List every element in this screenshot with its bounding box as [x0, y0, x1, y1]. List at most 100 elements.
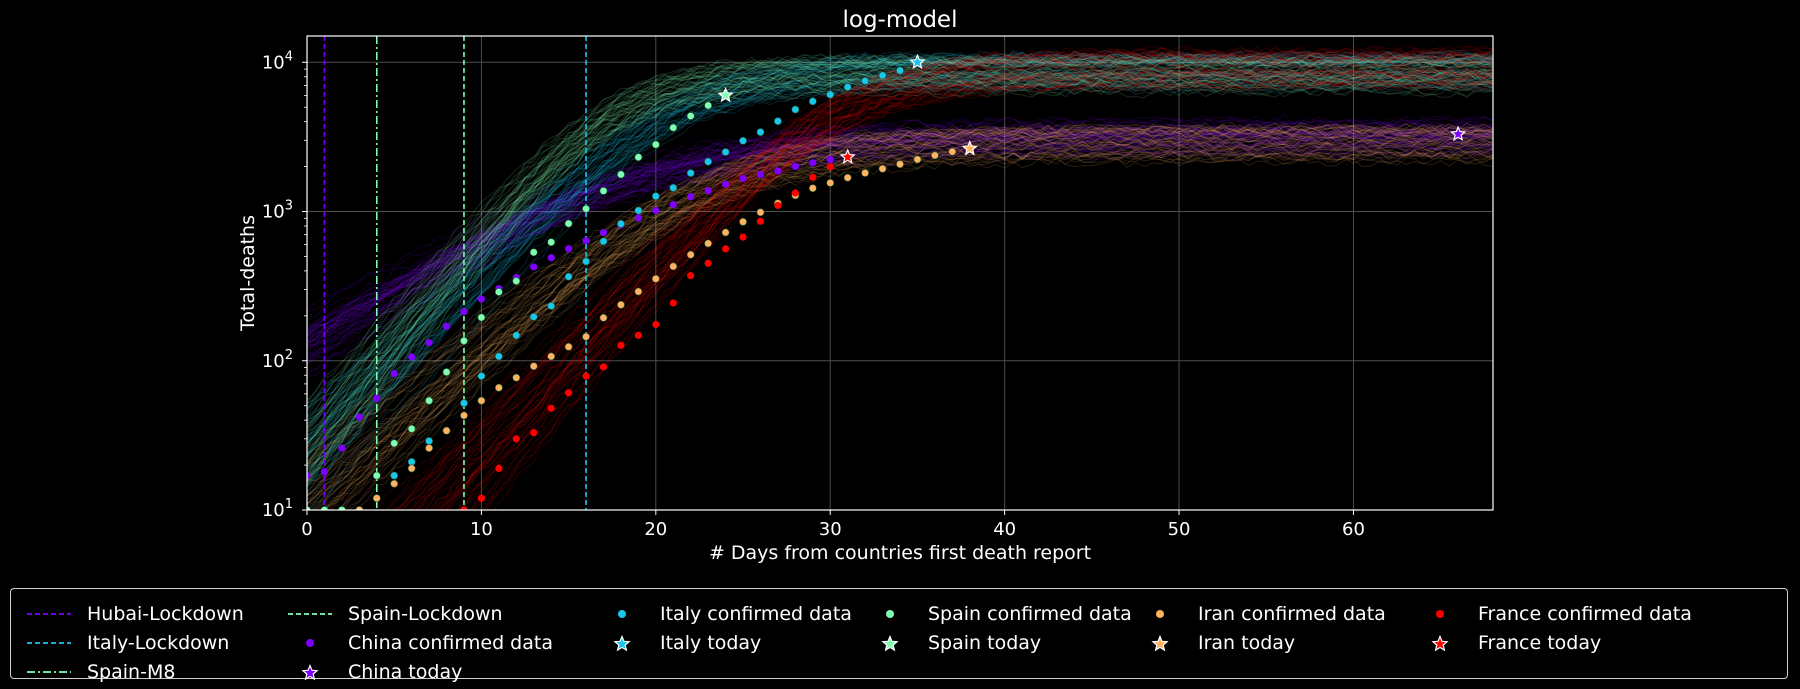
- model-curve: [415, 76, 1493, 510]
- model-curve: [307, 55, 1493, 457]
- model-curve: [307, 57, 1493, 440]
- data-point-france: [512, 435, 520, 443]
- data-point-iran: [372, 494, 381, 503]
- model-curve: [307, 123, 1493, 345]
- model-curve: [307, 67, 1493, 437]
- data-point-china: [547, 254, 555, 262]
- model-curve: [307, 54, 1493, 412]
- data-point-france: [652, 320, 660, 329]
- model-curve: [307, 123, 1493, 475]
- model-curve: [311, 82, 1493, 510]
- legend-symbol: [1151, 634, 1169, 652]
- model-curve: [307, 132, 1493, 344]
- model-curve: [307, 54, 1493, 465]
- x-tick-label: 20: [644, 519, 667, 540]
- model-curve: [307, 56, 1493, 478]
- x-tick-label: 40: [993, 519, 1016, 540]
- model-curve: [454, 69, 1493, 510]
- model-curve: [307, 119, 1493, 332]
- data-point-spain: [407, 424, 416, 433]
- data-point-iran: [442, 426, 451, 435]
- y-axis-label: Total-deaths: [237, 215, 259, 332]
- legend-label: Iran confirmed data: [1198, 603, 1386, 625]
- model-curve: [307, 129, 1493, 338]
- model-curve: [307, 51, 1493, 457]
- model-curve: [307, 142, 1493, 355]
- data-point-spain: [686, 112, 695, 120]
- data-point-iran: [686, 250, 695, 259]
- model-curve: [323, 150, 1493, 510]
- model-curve: [393, 53, 1493, 510]
- model-curve: [307, 73, 1493, 461]
- data-point-spain: [512, 277, 521, 285]
- data-point-iran: [721, 228, 730, 237]
- y-tick-label: 102: [262, 348, 293, 372]
- data-point-iran: [390, 479, 399, 488]
- chart-title: log-model: [843, 7, 958, 33]
- model-curve: [307, 132, 1493, 510]
- data-point-china: [599, 229, 608, 237]
- data-point-china: [652, 206, 660, 215]
- model-curve: [394, 52, 1493, 510]
- model-curve: [470, 58, 1493, 510]
- data-point-iran: [460, 411, 468, 420]
- data-point-china: [425, 339, 433, 347]
- data-point-iran: [425, 444, 433, 452]
- model-curve: [307, 70, 1493, 487]
- model-curve: [354, 138, 1493, 510]
- data-point-iran: [739, 217, 747, 226]
- model-curve: [311, 126, 1493, 510]
- data-point-italy: [634, 206, 643, 215]
- model-curve: [492, 62, 1493, 510]
- data-point-china: [791, 162, 799, 171]
- model-curve: [307, 157, 1493, 498]
- data-point-italy: [512, 331, 521, 340]
- model-curve: [320, 137, 1493, 510]
- data-point-spain: [460, 336, 468, 345]
- model-curve: [433, 82, 1493, 510]
- legend-item: Spain-M8: [23, 660, 175, 684]
- model-curve: [307, 145, 1493, 336]
- model-curve: [311, 73, 1493, 510]
- model-curve: [307, 130, 1493, 365]
- data-point-france: [774, 201, 782, 209]
- legend-symbol: [613, 634, 631, 652]
- y-axis-ticks: 101 102 103 104: [262, 49, 307, 521]
- model-curve: [307, 49, 1493, 410]
- model-ensemble-italy: [307, 49, 1493, 510]
- data-point-italy: [460, 399, 468, 408]
- plot-background: [307, 36, 1493, 510]
- legend-item: Spain confirmed data: [864, 602, 1132, 626]
- today-star-italy: [909, 53, 926, 70]
- model-curve: [307, 82, 1493, 441]
- model-curve: [307, 52, 1493, 432]
- model-curve: [470, 61, 1493, 510]
- data-point-france: [634, 331, 642, 339]
- model-curve: [307, 138, 1493, 335]
- data-point-iran: [529, 362, 538, 371]
- data-point-iran: [512, 373, 521, 382]
- model-curve: [307, 135, 1493, 494]
- data-point-iran: [826, 178, 835, 187]
- legend-symbol: [27, 671, 71, 673]
- model-curve: [307, 133, 1493, 365]
- data-point-iran: [582, 332, 590, 341]
- data-point-iran: [547, 352, 556, 361]
- y-tick-label: 104: [262, 49, 293, 73]
- data-point-china: [582, 237, 590, 245]
- model-curve: [397, 68, 1493, 510]
- data-point-france: [704, 259, 712, 267]
- data-point-iran: [896, 160, 904, 169]
- data-point-italy: [407, 458, 416, 466]
- model-curve: [339, 128, 1493, 510]
- model-curve: [307, 58, 1493, 487]
- data-point-italy: [477, 372, 486, 380]
- data-point-italy: [651, 192, 660, 201]
- model-curve: [307, 81, 1493, 421]
- data-point-france: [565, 389, 573, 397]
- model-curve: [307, 78, 1493, 468]
- model-curve: [307, 140, 1493, 377]
- model-curve: [307, 115, 1493, 352]
- model-curve: [307, 69, 1493, 440]
- data-point-france: [721, 245, 730, 253]
